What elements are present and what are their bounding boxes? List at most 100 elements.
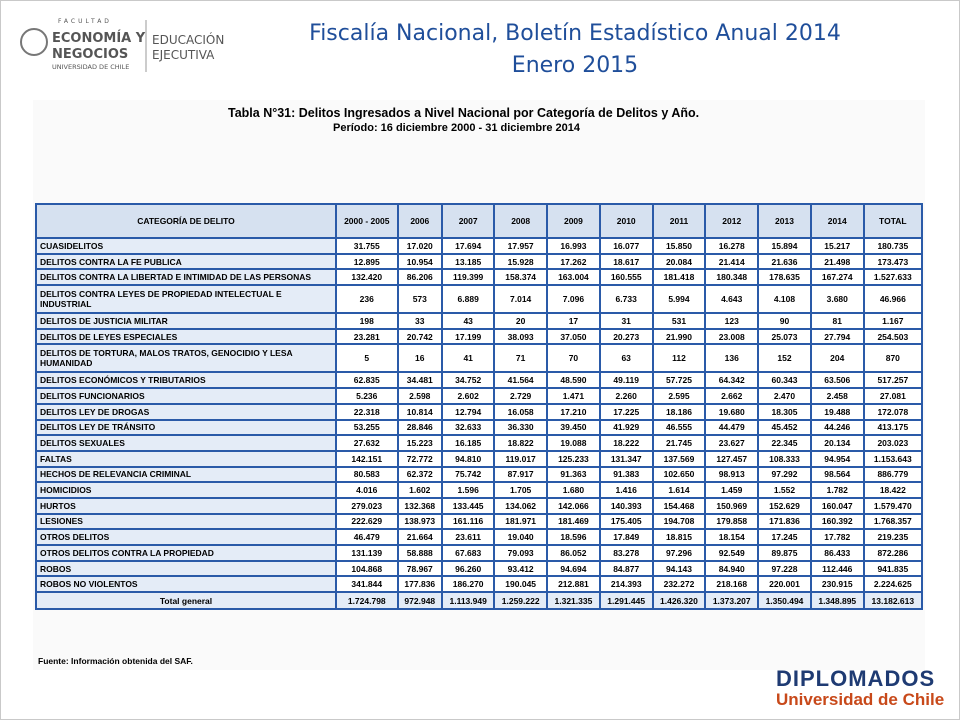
cell: 142.066 — [548, 498, 599, 513]
table-row: FALTAS 142.151 72.772 94.810 119.017 125.233 1… — [37, 451, 921, 466]
cell: 18.422 — [864, 483, 921, 497]
cell: 57.725 — [653, 373, 705, 388]
cell: 36.330 — [495, 420, 547, 435]
cell: 203.023 — [864, 436, 921, 450]
cell: 172.078 — [864, 404, 921, 419]
cell: 2.224.625 — [864, 577, 921, 592]
cell: 112 — [653, 345, 705, 372]
column-header: 2000 - 2005 — [337, 205, 397, 237]
cell: 5.994 — [653, 286, 705, 313]
cell: 71 — [495, 345, 547, 372]
cell: 27.632 — [337, 436, 397, 450]
cell: 10.814 — [398, 404, 442, 419]
cell: 12.794 — [443, 404, 494, 419]
cell: 2.595 — [653, 389, 705, 403]
cell: 2.470 — [759, 389, 810, 403]
cell: 163.004 — [548, 270, 599, 285]
cell: 1.579.470 — [864, 498, 921, 513]
cell: 870 — [864, 345, 921, 372]
cell: 186.270 — [443, 577, 494, 592]
cell: 13.185 — [443, 254, 494, 269]
cell: 46.479 — [337, 530, 397, 544]
cell: 18.596 — [548, 530, 599, 544]
category-cell: DELITOS CONTRA LEYES DE PROPIEDAD INTELE… — [37, 286, 335, 313]
cell: 2.729 — [495, 389, 547, 403]
cell: 67.683 — [443, 546, 494, 560]
cell: 7.014 — [495, 286, 547, 313]
cell: 4.108 — [759, 286, 810, 313]
cell: 212.881 — [548, 577, 599, 592]
cell: 1.614 — [653, 483, 705, 497]
category-cell: DELITOS CONTRA LA LIBERTAD E INTIMIDAD D… — [37, 270, 335, 285]
total-cell: 1.350.494 — [759, 593, 810, 609]
cell: 18.305 — [759, 404, 810, 419]
cell: 17.694 — [443, 239, 494, 253]
cell: 136 — [706, 345, 758, 372]
cell: 220.001 — [759, 577, 810, 592]
cell: 20 — [495, 314, 547, 328]
cell: 1.705 — [495, 483, 547, 497]
cell: 1.471 — [548, 389, 599, 403]
table-row: DELITOS LEY DE TRÁNSITO 53.255 28.846 32.63… — [37, 420, 921, 435]
cell: 16 — [398, 345, 442, 372]
cell: 4.016 — [337, 483, 397, 497]
cell: 1.153.643 — [864, 451, 921, 466]
cell: 194.708 — [653, 514, 705, 529]
subtitle: Enero 2015 — [511, 53, 639, 78]
category-cell: FALTAS — [37, 451, 335, 466]
logo-line: ECONOMÍA Y — [52, 30, 146, 46]
table-row: CUASIDELITOS 31.755 17.020 17.694 17.957 16.9… — [37, 239, 921, 253]
table-row: DELITOS SEXUALES 27.632 15.223 16.185 18.822… — [37, 436, 921, 450]
cell: 97.292 — [759, 467, 810, 482]
cell: 102.650 — [653, 467, 705, 482]
cell: 72.772 — [398, 451, 442, 466]
table-row: ROBOS 104.868 78.967 96.260 93.412 94.694 84.8… — [37, 561, 921, 576]
cell: 22.318 — [337, 404, 397, 419]
category-cell: OTROS DELITOS CONTRA LA PROPIEDAD — [37, 546, 335, 560]
cell: 17.957 — [495, 239, 547, 253]
cell: 204 — [811, 345, 863, 372]
cell: 25.073 — [759, 329, 810, 344]
cell: 46.966 — [864, 286, 921, 313]
column-header: 2013 — [759, 205, 810, 237]
cell: 181.971 — [495, 514, 547, 529]
data-table: CATEGORÍA DE DELITO 2000 - 2005 2006 2007 20… — [35, 203, 923, 611]
cell: 94.810 — [443, 451, 494, 466]
cell: 94.143 — [653, 561, 705, 576]
cell: 70 — [548, 345, 599, 372]
cell: 21.636 — [759, 254, 810, 269]
logo-faculty: FACULTAD — [58, 18, 112, 25]
cell: 178.635 — [759, 270, 810, 285]
cell: 19.488 — [811, 404, 863, 419]
cell: 10.954 — [398, 254, 442, 269]
column-header: 2011 — [653, 205, 705, 237]
cell: 127.457 — [706, 451, 758, 466]
cell: 119.399 — [443, 270, 494, 285]
total-cell: 13.182.613 — [864, 593, 921, 609]
cell: 21.664 — [398, 530, 442, 544]
cell: 16.185 — [443, 436, 494, 450]
cell: 97.228 — [759, 561, 810, 576]
category-cell: ROBOS NO VIOLENTOS — [37, 577, 335, 592]
cell: 17.782 — [811, 530, 863, 544]
cell: 97.296 — [653, 546, 705, 560]
cell: 123 — [706, 314, 758, 328]
cell: 22.345 — [759, 436, 810, 450]
logo-unit: EDUCACIÓN — [152, 32, 224, 47]
cell: 6.889 — [443, 286, 494, 313]
cell: 39.450 — [548, 420, 599, 435]
table-row: DELITOS DE LEYES ESPECIALES 23.281 20.742 1… — [37, 329, 921, 344]
cell: 198 — [337, 314, 397, 328]
cell: 27.794 — [811, 329, 863, 344]
cell: 27.081 — [864, 389, 921, 403]
cell: 84.940 — [706, 561, 758, 576]
cell: 1.782 — [811, 483, 863, 497]
cell: 94.694 — [548, 561, 599, 576]
cell: 16.278 — [706, 239, 758, 253]
column-header: CATEGORÍA DE DELITO — [37, 205, 335, 237]
table-row: DELITOS CONTRA LEYES DE PROPIEDAD INTELE… — [37, 286, 921, 313]
cell: 1.527.633 — [864, 270, 921, 285]
cell: 91.363 — [548, 467, 599, 482]
column-header: TOTAL — [864, 205, 921, 237]
cell: 167.274 — [811, 270, 863, 285]
